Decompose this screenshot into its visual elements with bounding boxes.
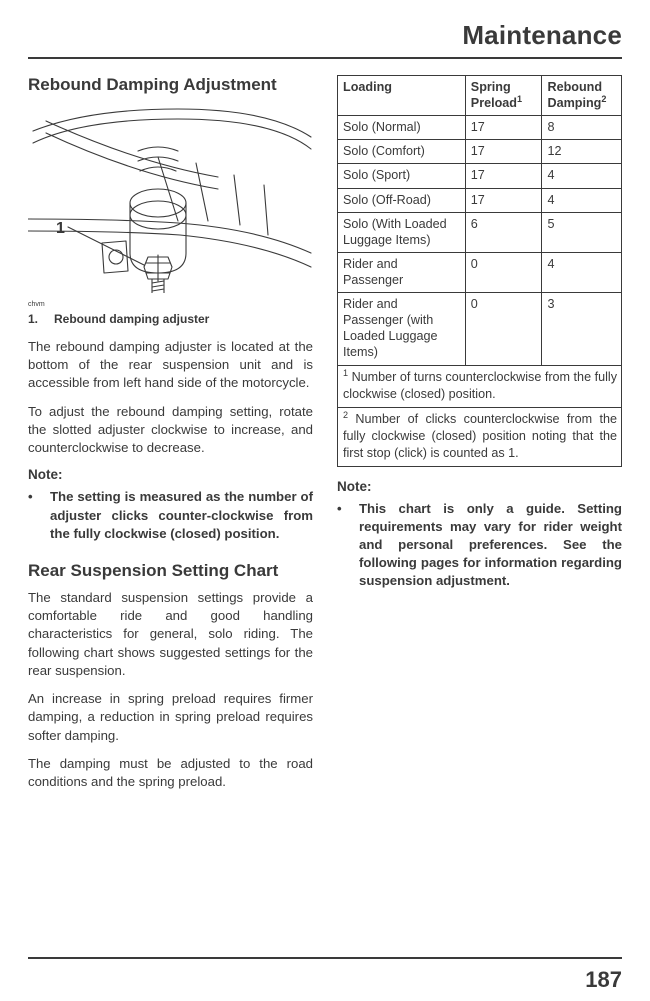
table-cell: Solo (Sport): [338, 164, 466, 188]
para-chart-intro: The standard suspension settings provide…: [28, 589, 313, 680]
th-spring-sup: 1: [517, 94, 522, 104]
note-item-left: • The setting is measured as the number …: [28, 488, 313, 543]
table-row: Solo (With Loaded Luggage Items)65: [338, 212, 622, 252]
table-header-row: Loading Spring Preload1 Rebound Damping2: [338, 76, 622, 116]
note-item-right-text: This chart is only a guide. Setting requ…: [359, 500, 622, 591]
footer-rule: [28, 957, 622, 959]
th-rebound-text2: Damping: [547, 96, 601, 110]
figure-adjuster: 1: [28, 103, 313, 293]
note-list-right: • This chart is only a guide. Setting re…: [337, 500, 622, 591]
note-heading-right: Note:: [337, 479, 622, 494]
table-cell: 17: [465, 116, 542, 140]
th-loading: Loading: [338, 76, 466, 116]
section-title-rebound: Rebound Damping Adjustment: [28, 75, 313, 95]
table-cell: 17: [465, 188, 542, 212]
columns: Rebound Damping Adjustment: [28, 75, 622, 801]
table-cell: 4: [542, 164, 622, 188]
note-item-right: • This chart is only a guide. Setting re…: [337, 500, 622, 591]
th-spring-text1: Spring: [471, 80, 511, 94]
table-foot-row-2: 2 Number of clicks counterclockwise from…: [338, 407, 622, 466]
para-adjuster-location: The rebound damping adjuster is located …: [28, 338, 313, 393]
footnote-1: 1 Number of turns counterclockwise from …: [338, 365, 622, 407]
table-cell: 4: [542, 252, 622, 292]
table-row: Solo (Sport)174: [338, 164, 622, 188]
footnote-2-text: Number of clicks counterclockwise from t…: [343, 412, 617, 460]
footnote-1-text: Number of turns counterclockwise from th…: [343, 370, 617, 401]
table-cell: 6: [465, 212, 542, 252]
figure-caption-num: 1.: [28, 312, 38, 326]
th-spring-text2: Preload: [471, 96, 517, 110]
page-number: 187: [585, 967, 622, 993]
para-chart-preload: An increase in spring preload requires f…: [28, 690, 313, 745]
table-cell: 12: [542, 140, 622, 164]
adjuster-illustration: 1: [28, 103, 313, 293]
figure-code: chvm: [28, 301, 313, 308]
section-title-chart: Rear Suspension Setting Chart: [28, 561, 313, 581]
table-cell: Rider and Passenger: [338, 252, 466, 292]
th-rebound-text1: Rebound: [547, 80, 602, 94]
table-row: Rider and Passenger (with Loaded Luggage…: [338, 293, 622, 365]
table-body: Solo (Normal)178Solo (Comfort)1712Solo (…: [338, 116, 622, 365]
para-adjuster-rotate: To adjust the rebound damping setting, r…: [28, 403, 313, 458]
table-cell: 3: [542, 293, 622, 365]
table-row: Solo (Comfort)1712: [338, 140, 622, 164]
table-cell: 4: [542, 188, 622, 212]
th-rebound-damping: Rebound Damping2: [542, 76, 622, 116]
table-row: Solo (Normal)178: [338, 116, 622, 140]
page-root: Maintenance Rebound Damping Adjustment: [0, 0, 650, 1001]
note-list-left: • The setting is measured as the number …: [28, 488, 313, 543]
th-spring-preload: Spring Preload1: [465, 76, 542, 116]
table-cell: 0: [465, 252, 542, 292]
table-cell: Solo (Comfort): [338, 140, 466, 164]
bullet-icon: •: [337, 500, 359, 591]
table-cell: 5: [542, 212, 622, 252]
table-cell: 8: [542, 116, 622, 140]
note-heading-left: Note:: [28, 467, 313, 482]
para-chart-damping: The damping must be adjusted to the road…: [28, 755, 313, 791]
table-row: Rider and Passenger04: [338, 252, 622, 292]
footnote-2: 2 Number of clicks counterclockwise from…: [338, 407, 622, 466]
table-cell: Solo (With Loaded Luggage Items): [338, 212, 466, 252]
table-cell: Solo (Off-Road): [338, 188, 466, 212]
table-cell: Rider and Passenger (with Loaded Luggage…: [338, 293, 466, 365]
figure-ref-number: 1: [56, 220, 65, 237]
note-item-left-text: The setting is measured as the number of…: [50, 488, 313, 543]
table-cell: Solo (Normal): [338, 116, 466, 140]
figure-caption-text: Rebound damping adjuster: [54, 312, 209, 326]
page-header: Maintenance: [28, 20, 622, 51]
table-foot-row-1: 1 Number of turns counterclockwise from …: [338, 365, 622, 407]
bullet-icon: •: [28, 488, 50, 543]
table-cell: 17: [465, 164, 542, 188]
left-column: Rebound Damping Adjustment: [28, 75, 313, 801]
table-row: Solo (Off-Road)174: [338, 188, 622, 212]
table-cell: 0: [465, 293, 542, 365]
right-column: Loading Spring Preload1 Rebound Damping2…: [337, 75, 622, 801]
table-cell: 17: [465, 140, 542, 164]
header-rule: [28, 57, 622, 59]
settings-table: Loading Spring Preload1 Rebound Damping2…: [337, 75, 622, 467]
figure-caption: 1. Rebound damping adjuster: [28, 312, 313, 326]
th-rebound-sup: 2: [601, 94, 606, 104]
